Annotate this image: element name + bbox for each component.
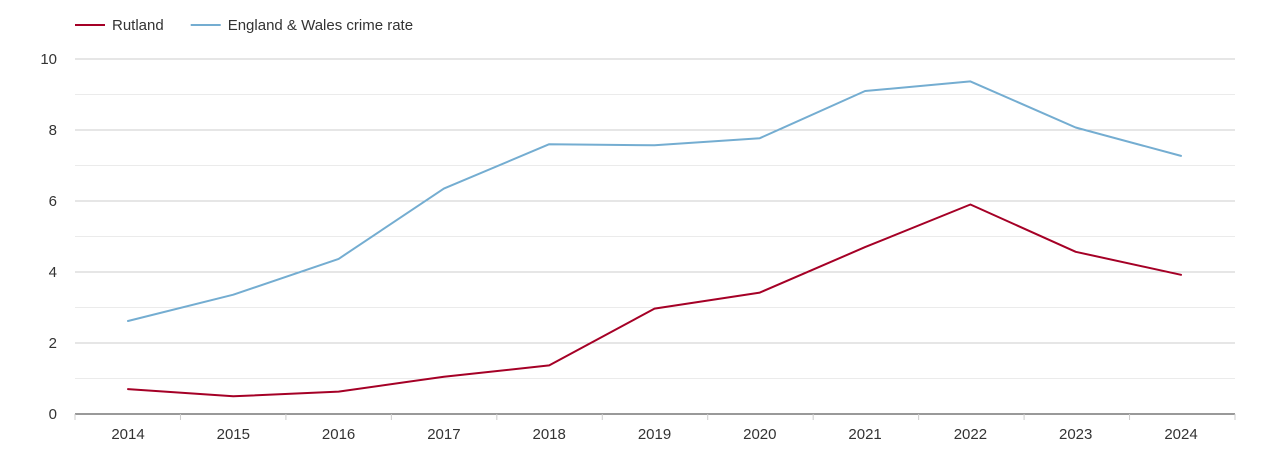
x-tick-label: 2021 (848, 426, 881, 443)
x-tick-label: 2017 (427, 426, 460, 443)
legend-label: England & Wales crime rate (228, 17, 413, 34)
x-tick-label: 2024 (1164, 426, 1197, 443)
series-line-rutland (127, 203, 1182, 398)
chart-legend: Rutland England & Wales crime rate (75, 17, 413, 34)
y-tick-label: 6 (49, 193, 57, 210)
x-tick-label: 2015 (217, 426, 250, 443)
x-tick-label: 2022 (954, 426, 987, 443)
legend-label: Rutland (112, 17, 164, 34)
x-axis: 2014 2015 2016 2017 2018 2019 2020 2021 2022 2023… (74, 413, 1236, 443)
x-tick-label: 2018 (533, 426, 566, 443)
x-tick-label: 2019 (638, 426, 671, 443)
chart-gridlines (75, 58, 1235, 379)
x-tick-label: 2014 (111, 426, 144, 443)
y-tick-label: 8 (49, 122, 57, 139)
x-tick-label: 2023 (1059, 426, 1092, 443)
legend-item: England & Wales crime rate (190, 17, 413, 34)
y-axis: 0 2 4 6 8 10 (40, 51, 57, 423)
y-tick-label: 4 (49, 264, 57, 281)
x-tick-label: 2020 (743, 426, 776, 443)
legend-item: Rutland (75, 17, 164, 34)
x-tick-label: 2016 (322, 426, 355, 443)
y-tick-label: 2 (49, 335, 57, 352)
series-line-england-wales-crime-rate (127, 80, 1182, 322)
chart-series (127, 80, 1182, 398)
y-tick-label: 10 (40, 51, 57, 68)
y-tick-label: 0 (49, 406, 57, 423)
